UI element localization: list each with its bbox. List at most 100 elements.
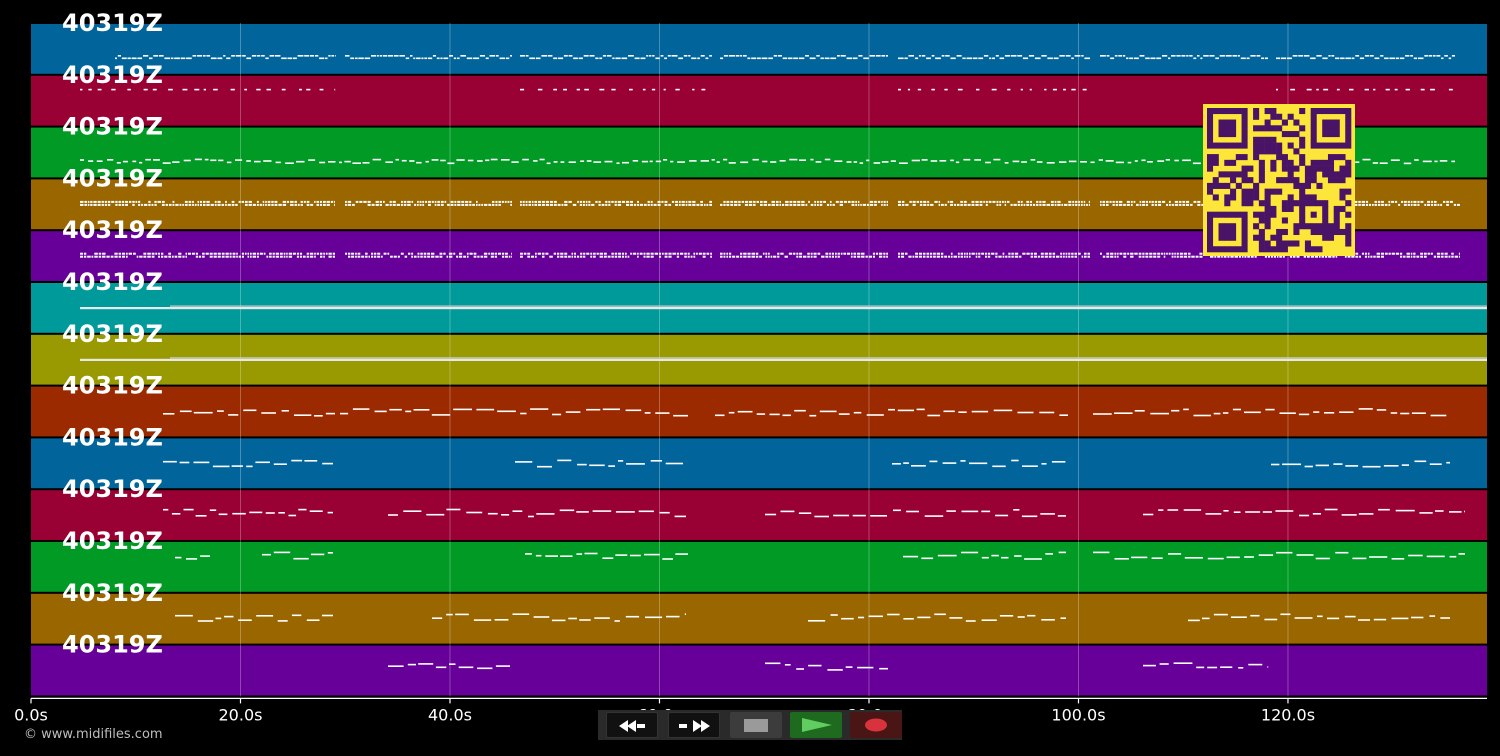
note bbox=[614, 620, 620, 622]
note bbox=[1227, 255, 1230, 258]
note bbox=[484, 203, 488, 206]
note bbox=[272, 255, 275, 258]
note bbox=[763, 203, 768, 206]
note bbox=[153, 55, 159, 57]
note bbox=[1458, 252, 1460, 255]
note bbox=[322, 462, 333, 465]
note bbox=[923, 203, 927, 206]
note bbox=[830, 57, 837, 60]
note bbox=[535, 554, 542, 557]
note bbox=[473, 252, 477, 255]
note bbox=[823, 200, 826, 203]
note bbox=[738, 203, 741, 206]
note bbox=[560, 555, 573, 557]
track-label: 40319Z bbox=[62, 9, 163, 37]
note bbox=[1028, 55, 1035, 57]
note bbox=[595, 200, 598, 203]
note bbox=[1394, 200, 1398, 203]
note bbox=[545, 203, 550, 206]
note bbox=[572, 203, 577, 206]
fast-forward-button[interactable] bbox=[668, 712, 720, 738]
note bbox=[621, 252, 624, 255]
note bbox=[615, 554, 628, 556]
note bbox=[1106, 255, 1110, 258]
note bbox=[1130, 203, 1133, 206]
note bbox=[865, 255, 868, 258]
note bbox=[1372, 203, 1374, 206]
note bbox=[814, 203, 817, 206]
record-button[interactable] bbox=[850, 712, 902, 738]
rewind-button[interactable] bbox=[606, 712, 658, 738]
note bbox=[84, 203, 87, 206]
note bbox=[125, 203, 128, 206]
note bbox=[730, 203, 734, 206]
note bbox=[504, 200, 507, 203]
note bbox=[1380, 255, 1384, 258]
track-label: 40319Z bbox=[62, 527, 163, 555]
note bbox=[700, 55, 705, 57]
note bbox=[476, 408, 495, 411]
note bbox=[416, 57, 421, 60]
note bbox=[1142, 252, 1145, 255]
note bbox=[104, 200, 107, 203]
note bbox=[529, 57, 536, 60]
note bbox=[255, 461, 270, 464]
note bbox=[564, 203, 568, 206]
note bbox=[1389, 57, 1396, 60]
note bbox=[621, 57, 628, 60]
note bbox=[534, 200, 538, 203]
note bbox=[1391, 252, 1395, 255]
note bbox=[700, 160, 709, 162]
note bbox=[1005, 255, 1008, 258]
note bbox=[583, 255, 586, 258]
note bbox=[440, 57, 443, 60]
note bbox=[886, 200, 888, 203]
play-button[interactable] bbox=[790, 712, 842, 738]
note bbox=[1434, 200, 1437, 203]
note bbox=[223, 55, 226, 57]
stop-button[interactable] bbox=[730, 712, 782, 738]
note bbox=[395, 158, 399, 161]
note bbox=[1369, 556, 1388, 558]
note bbox=[443, 57, 449, 60]
note bbox=[152, 88, 157, 91]
note bbox=[1068, 203, 1072, 206]
note bbox=[1222, 412, 1229, 414]
note bbox=[626, 203, 630, 206]
note bbox=[1186, 55, 1189, 57]
note bbox=[611, 255, 614, 258]
note bbox=[622, 200, 626, 203]
note bbox=[1162, 55, 1168, 57]
note bbox=[1168, 57, 1171, 60]
note bbox=[939, 160, 947, 162]
note bbox=[534, 203, 538, 206]
track-notes bbox=[388, 662, 1269, 671]
note bbox=[404, 255, 408, 258]
note bbox=[775, 200, 779, 203]
note bbox=[960, 252, 964, 255]
note bbox=[829, 203, 832, 206]
note bbox=[1150, 412, 1169, 415]
note bbox=[782, 57, 787, 60]
note bbox=[371, 55, 376, 57]
note bbox=[425, 200, 428, 203]
note bbox=[197, 620, 214, 622]
note bbox=[744, 200, 749, 203]
note bbox=[879, 667, 888, 670]
note bbox=[740, 255, 743, 258]
track-lane bbox=[31, 542, 1487, 592]
note bbox=[1335, 57, 1340, 60]
note bbox=[286, 200, 290, 203]
note bbox=[1143, 513, 1154, 516]
note bbox=[1171, 409, 1180, 412]
note bbox=[1004, 55, 1011, 57]
note bbox=[1391, 200, 1394, 203]
note bbox=[385, 203, 389, 206]
note bbox=[785, 200, 789, 203]
note bbox=[765, 252, 768, 255]
note bbox=[646, 55, 649, 57]
note bbox=[819, 200, 823, 203]
note bbox=[182, 203, 184, 206]
note bbox=[948, 255, 951, 258]
note bbox=[1367, 252, 1370, 255]
